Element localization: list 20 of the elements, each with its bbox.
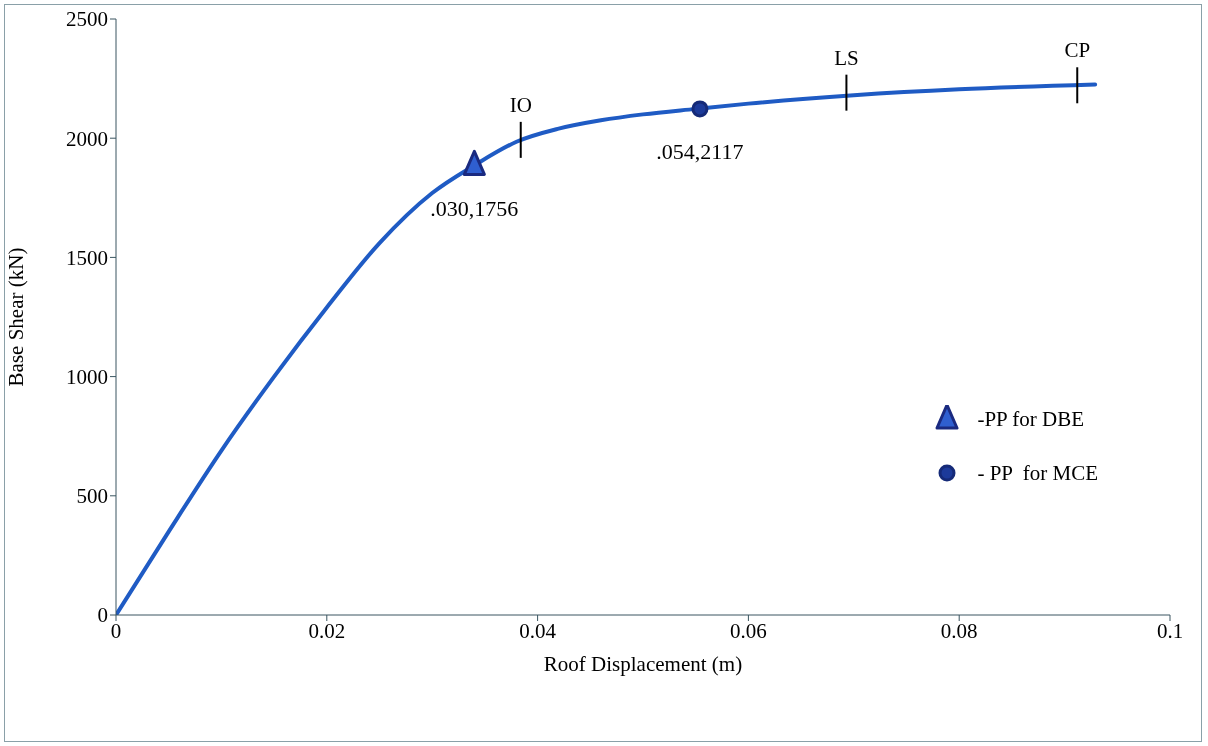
- data-label: .030,1756: [430, 195, 519, 221]
- y-tick-label: 2500: [66, 7, 108, 32]
- y-axis-title: Base Shear (kN): [4, 247, 29, 387]
- legend-label: - PP for MCE: [977, 460, 1098, 486]
- y-tick-label: 500: [76, 484, 108, 509]
- annotation: LS: [834, 45, 859, 70]
- y-tick-label: 1000: [66, 365, 108, 390]
- x-tick-label: 0.04: [519, 618, 557, 643]
- annotation: CP: [1064, 38, 1091, 63]
- legend-label: -PP for DBE: [977, 406, 1084, 432]
- data-label: .054,2117: [656, 139, 744, 165]
- x-axis-title: Roof Displacement (m): [543, 652, 743, 676]
- annotation: IO: [509, 92, 532, 117]
- y-tick-label: 1500: [66, 245, 108, 270]
- x-tick-label: 0.08: [940, 618, 978, 643]
- x-tick-label: 0.1: [1156, 618, 1184, 643]
- line-series: [116, 82, 1098, 615]
- x-tick-label: 0.06: [730, 618, 767, 643]
- x-tick-label: 0.02: [308, 618, 346, 643]
- y-tick-label: 2000: [66, 126, 108, 151]
